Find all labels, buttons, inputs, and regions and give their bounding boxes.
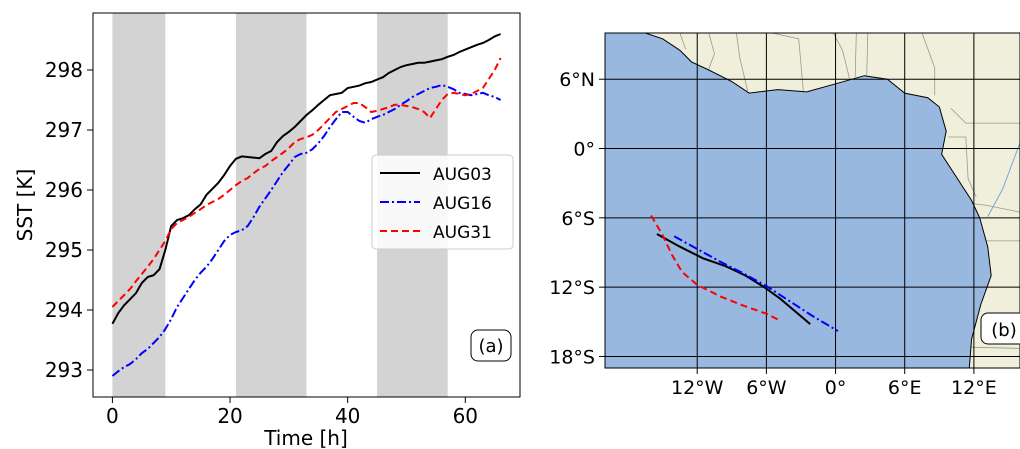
panel-b-map: 12°W 6°W 0° 6°E 12°E 6°N 0° 6°S 12°S 18°S (b): [549, 32, 1020, 399]
y-tick-label: 293: [45, 358, 83, 382]
border-line: [708, 33, 715, 69]
border-line: [921, 33, 936, 96]
night-band-1: [235, 13, 307, 397]
border-line: [973, 203, 1020, 213]
graticule: [605, 33, 1020, 368]
lon-tick-label: 0°: [825, 377, 847, 399]
svg-text:(a): (a): [478, 336, 503, 357]
y-tick-label: 295: [45, 238, 83, 262]
y-axis-label: SST [K]: [13, 169, 37, 242]
border-line: [736, 33, 749, 92]
series-line-aug16: [111, 83, 502, 377]
legend: AUG03 AUG16 AUG31: [371, 154, 514, 250]
legend-label-aug03: AUG03: [433, 165, 492, 185]
x-tick-label: 0: [106, 404, 119, 428]
x-tick-label: 20: [217, 404, 242, 428]
legend-label-aug16: AUG16: [433, 194, 492, 214]
lon-tick-label: 12°W: [671, 377, 724, 399]
x-tick-label: 40: [335, 404, 360, 428]
lat-tick-label: 6°N: [559, 69, 595, 91]
x-tick-label: 60: [453, 404, 478, 428]
lat-tick-label: 0°: [573, 139, 595, 161]
river: [987, 142, 1020, 217]
border-line: [866, 33, 869, 76]
map-frame: [604, 32, 1020, 369]
night-band-0: [112, 13, 166, 397]
x-axis-label: Time [h]: [263, 426, 348, 449]
panel-label-b: (b): [980, 312, 1020, 345]
series-line-aug03: [111, 33, 501, 325]
y-tick-label: 298: [45, 58, 83, 82]
border-line: [950, 107, 1020, 124]
border-line: [971, 346, 1020, 349]
border-line: [948, 136, 977, 198]
legend-box: [371, 154, 514, 250]
y-tick-label: 294: [45, 298, 83, 322]
country-borders: [679, 33, 1020, 349]
border-line: [832, 33, 850, 79]
y-tick-label: 296: [45, 178, 83, 202]
panel-label-a: (a): [470, 329, 512, 362]
panel-a-time-series: 0 20 40 60 293 294 295 296 297 298 Time [h] SST …: [13, 12, 521, 449]
lat-tick-label: 12°S: [549, 277, 595, 299]
y-tick-label: 297: [45, 118, 83, 142]
plot-frame-a: [92, 12, 521, 398]
border-line: [772, 33, 804, 91]
lat-tick-label: 6°S: [561, 208, 595, 230]
legend-label-aug31: AUG31: [433, 223, 492, 243]
lon-tick-label: 12°E: [951, 377, 997, 399]
lon-tick-label: 6°E: [888, 377, 922, 399]
lon-tick-label: 6°W: [746, 377, 787, 399]
ocean: [605, 33, 992, 368]
track-aug16: [673, 235, 839, 332]
svg-text:(b): (b): [991, 320, 1016, 341]
border-line: [679, 33, 687, 50]
border-line: [854, 33, 857, 77]
lat-tick-label: 18°S: [549, 346, 595, 368]
